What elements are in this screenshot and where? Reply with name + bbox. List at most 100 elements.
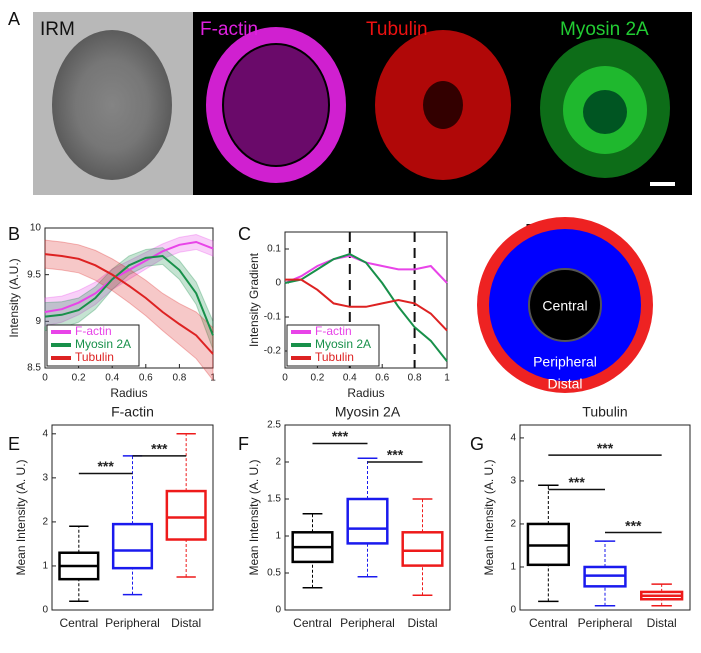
x-tick-label: 0.6 [375, 373, 389, 384]
panel-label: C [238, 224, 251, 244]
x-tick-label: 0.4 [343, 373, 357, 384]
image-label: Myosin 2A [560, 19, 649, 40]
x-tick-label: 0.2 [310, 373, 324, 384]
line [284, 253, 448, 362]
line [44, 240, 214, 313]
y-axis-label: Intensity Gradient [247, 252, 261, 347]
y-tick-label: 0.5 [267, 568, 281, 579]
significance-label: *** [568, 474, 585, 490]
y-tick-label: 9 [35, 316, 41, 327]
y-tick-label: 0 [275, 278, 281, 289]
x-tick-label: 0 [282, 373, 288, 384]
y-tick-label: -0.2 [264, 346, 282, 357]
x-tick-label: 0.6 [139, 373, 153, 384]
y-tick-label: 0 [510, 605, 516, 616]
y-tick-label: 3 [510, 476, 516, 487]
y-tick-label: 0.1 [267, 244, 281, 255]
legend-label: Tubulin [75, 350, 114, 364]
y-tick-label: 0 [42, 605, 48, 616]
cell [583, 90, 627, 134]
panel-label: F [238, 434, 249, 454]
region-label: Peripheral [533, 354, 597, 370]
y-axis-label: Mean Intensity (A. U.) [482, 459, 496, 575]
chart-title: F-actin [111, 404, 154, 420]
y-axis-label: Intensity (A.U.) [7, 258, 21, 337]
panel-label: G [470, 434, 484, 454]
x-tick-label: Distal [647, 616, 677, 630]
x-axis-label: Radius [347, 386, 384, 400]
x-tick-label: Central [293, 616, 332, 630]
significance-label: *** [97, 458, 114, 474]
y-axis-label: Mean Intensity (A. U.) [247, 459, 261, 575]
y-tick-label: 1 [42, 561, 48, 572]
chart-title: Myosin 2A [335, 404, 401, 420]
line [285, 278, 448, 332]
x-tick-label: 0.8 [172, 373, 186, 384]
panel-label: A [8, 9, 20, 29]
line [44, 254, 214, 336]
y-tick-label: 1 [510, 562, 516, 573]
x-tick-label: 0.2 [72, 373, 86, 384]
x-tick-label: 1 [210, 373, 216, 384]
y-tick-label: 2 [275, 457, 281, 468]
cell [423, 81, 463, 129]
x-tick-label: Peripheral [578, 616, 633, 630]
panel-label: E [8, 434, 20, 454]
y-tick-label: 2 [510, 519, 516, 530]
region-label: Distal [547, 376, 582, 392]
line [44, 253, 214, 355]
cell [52, 30, 172, 180]
x-tick-label: Central [529, 616, 568, 630]
significance-label: *** [332, 428, 349, 444]
region-label: Central [542, 298, 587, 314]
significance-label: *** [151, 441, 168, 457]
significance-label: *** [597, 440, 614, 456]
y-tick-label: 2.5 [267, 420, 281, 431]
y-tick-label: 1.5 [267, 494, 281, 505]
x-tick-label: Peripheral [105, 616, 160, 630]
legend-label: Myosin 2A [75, 337, 131, 351]
box [401, 531, 444, 567]
y-tick-label: 8.5 [27, 363, 41, 374]
image-label: Tubulin [366, 19, 428, 40]
y-tick-label: 3 [42, 472, 48, 483]
panel-label: B [8, 224, 20, 244]
x-tick-label: 0.4 [105, 373, 119, 384]
x-tick-label: Central [59, 616, 98, 630]
scale-bar [650, 182, 675, 186]
y-tick-label: 0 [275, 605, 281, 616]
box [346, 497, 389, 545]
legend-label: Myosin 2A [315, 337, 371, 351]
x-tick-label: 0 [42, 373, 48, 384]
y-tick-label: 9.5 [27, 269, 41, 280]
image-label: F-actin [200, 19, 258, 40]
legend-label: Tubulin [315, 350, 354, 364]
x-tick-label: Distal [407, 616, 437, 630]
y-tick-label: 2 [42, 517, 48, 528]
box [165, 489, 207, 541]
legend-label: F-actin [315, 324, 352, 338]
x-tick-label: Peripheral [340, 616, 395, 630]
significance-label: *** [625, 517, 642, 533]
y-tick-label: 1 [275, 531, 281, 542]
y-tick-label: -0.1 [264, 312, 282, 323]
cell [206, 27, 346, 183]
y-tick-label: 4 [42, 428, 48, 439]
x-tick-label: Distal [171, 616, 201, 630]
y-tick-label: 4 [510, 433, 516, 444]
x-axis-label: Radius [110, 386, 147, 400]
legend-label: F-actin [75, 324, 112, 338]
y-tick-label: 10 [30, 223, 42, 234]
error-band [44, 239, 214, 382]
box [111, 522, 154, 570]
plot-frame [284, 424, 451, 611]
cell [224, 45, 328, 165]
x-tick-label: 1 [444, 373, 450, 384]
region [528, 268, 602, 342]
significance-label: *** [387, 447, 404, 463]
error-band [44, 247, 214, 350]
image-label: IRM [40, 19, 75, 40]
chart-title: Tubulin [582, 404, 627, 420]
y-axis-label: Mean Intensity (A. U.) [14, 459, 28, 575]
